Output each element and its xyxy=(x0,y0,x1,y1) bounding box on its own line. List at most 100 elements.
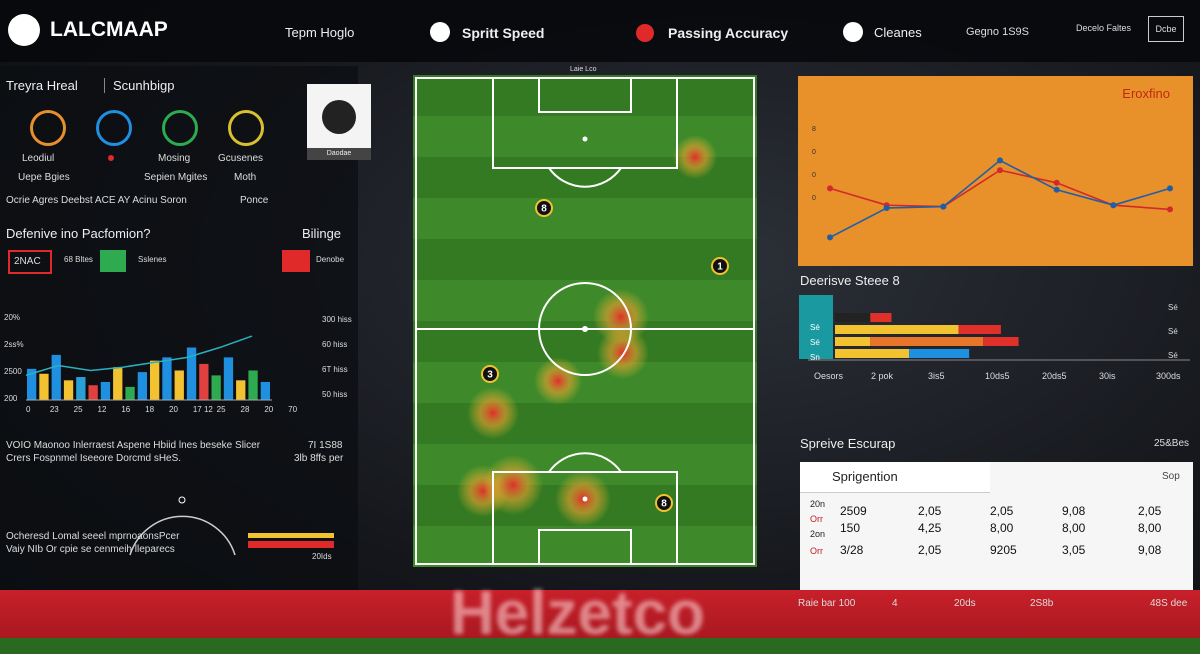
y-tick-label: 2ss% xyxy=(4,340,24,349)
indicator-bar xyxy=(248,541,334,548)
bar xyxy=(236,380,246,400)
bar-segment xyxy=(835,349,910,358)
section-note: 25&Bes xyxy=(1154,438,1190,449)
table-title: Sprigention xyxy=(832,469,898,484)
y-tick-label: 50 hiss xyxy=(322,390,347,399)
bar-tag: Sé xyxy=(1168,303,1178,312)
footer-item: Raie bar 100 xyxy=(798,598,856,609)
bar-tag: Sé xyxy=(1168,351,1178,360)
stat-label: Ocrie Agres Deebst ACE AY Acinu Soron xyxy=(6,195,187,206)
nav-item[interactable]: Passing Accuracy xyxy=(668,25,789,41)
point xyxy=(827,234,833,241)
bar xyxy=(76,377,86,400)
note: Ocheresd Lomal seeel mprnoaonsPcer xyxy=(6,531,180,542)
nav-item[interactable]: Tepm Hoglo xyxy=(285,25,355,40)
x-tick-label: 2 pok xyxy=(871,371,894,381)
table-cell: 2,05 xyxy=(918,504,942,518)
header xyxy=(0,0,1200,62)
panel-title: Treyra Hreal xyxy=(6,78,78,93)
bar-segment xyxy=(835,325,959,334)
bar-tag: Sé xyxy=(810,323,820,332)
section-title: Spreive Escurap xyxy=(800,436,896,451)
table-cell: 2,05 xyxy=(1138,504,1162,518)
axis-label: 0 xyxy=(812,195,816,202)
player-marker[interactable]: 3 xyxy=(487,370,493,381)
bar-segment xyxy=(958,325,1001,334)
stat-icon xyxy=(30,110,66,146)
row-label: 20n xyxy=(810,499,826,509)
banner xyxy=(0,590,1200,640)
bar-segment xyxy=(870,313,892,322)
y-tick-label: 200 xyxy=(4,394,18,403)
player-marker[interactable]: 8 xyxy=(661,499,667,510)
y-tick-label: 60 hiss xyxy=(322,340,347,349)
table-cell: 2,05 xyxy=(990,504,1014,518)
footer-item: 48S dee xyxy=(1150,598,1188,609)
table-cell: 150 xyxy=(840,521,861,535)
trend-line xyxy=(25,335,253,377)
table-cell: 8,00 xyxy=(1138,521,1162,535)
bar xyxy=(27,368,37,400)
stat-icon xyxy=(228,110,264,146)
table-note: Sop xyxy=(1162,471,1180,482)
table-cell: 3,05 xyxy=(1062,543,1086,557)
row-label: Orr xyxy=(810,546,823,556)
nav-item[interactable]: Spritt Speed xyxy=(462,25,545,41)
pitch: 8 1 3 8 xyxy=(413,75,757,567)
header-button[interactable]: Dcbe xyxy=(1148,16,1184,42)
legend-label: 68 Bltes xyxy=(64,255,93,264)
x-tick-label: 300ds xyxy=(1156,371,1181,381)
point xyxy=(1053,179,1060,186)
bar xyxy=(125,386,135,400)
note: 7I 1S88 xyxy=(308,440,343,451)
stat-label: Moth xyxy=(234,172,257,183)
footer-item: 2S8b xyxy=(1030,598,1054,609)
x-tick-label: 23 xyxy=(50,405,59,414)
table-cell: 2509 xyxy=(840,504,867,518)
legend-swatch xyxy=(282,250,310,272)
bar xyxy=(51,354,61,400)
bar xyxy=(260,381,270,400)
point xyxy=(883,205,890,211)
bar-segment xyxy=(835,337,871,346)
x-tick-label: 3is5 xyxy=(928,371,945,381)
x-tick-label: Oesors xyxy=(814,371,844,381)
banner-text: Helzetco xyxy=(450,579,705,648)
club-card-label: Daodae xyxy=(307,148,371,160)
x-tick-label: 25 xyxy=(217,405,226,414)
note: VOIO Maonoo Inlerraest Aspene Hbiid lnes… xyxy=(6,440,261,451)
stat-label: Gcusenes xyxy=(218,153,264,164)
header-link[interactable]: Decelo Faltes xyxy=(1076,23,1132,33)
point xyxy=(1110,202,1117,209)
row-label: Orr xyxy=(810,514,823,524)
nav-icon xyxy=(636,24,654,42)
stat-label: Mosing xyxy=(158,153,191,164)
bar-segment xyxy=(909,349,970,358)
nav-item[interactable]: Cleanes xyxy=(874,25,922,40)
table-cell: 3/28 xyxy=(840,543,864,557)
bar-segment xyxy=(983,337,1019,346)
table-cell: 9,08 xyxy=(1062,504,1086,518)
gauge xyxy=(129,496,236,556)
stat-label: Uepe Bgies xyxy=(18,172,70,183)
bar-tag: Sn xyxy=(810,353,820,362)
footer-item: 20ds xyxy=(954,598,976,609)
table-cell: 2,05 xyxy=(918,543,942,557)
x-tick-label: 20ds5 xyxy=(1042,371,1067,381)
player-marker[interactable]: 8 xyxy=(541,204,547,215)
section-title: Deerisve Steee 8 xyxy=(800,273,900,288)
stat-label: Ponce xyxy=(240,195,269,206)
table-cell: 8,00 xyxy=(990,521,1014,535)
y-tick-label: 2500 xyxy=(4,367,22,376)
grass xyxy=(0,638,1200,654)
indicator-bar xyxy=(248,533,334,538)
x-tick-label: 17 12 xyxy=(193,405,214,414)
x-tick-label: 28 xyxy=(241,405,250,414)
legend-swatch xyxy=(100,250,126,272)
bar-segment xyxy=(870,337,984,346)
y-tick-label: 20% xyxy=(4,313,20,322)
axis-label: 0 xyxy=(812,149,816,156)
bar xyxy=(223,357,234,400)
player-marker[interactable]: 1 xyxy=(717,262,723,273)
